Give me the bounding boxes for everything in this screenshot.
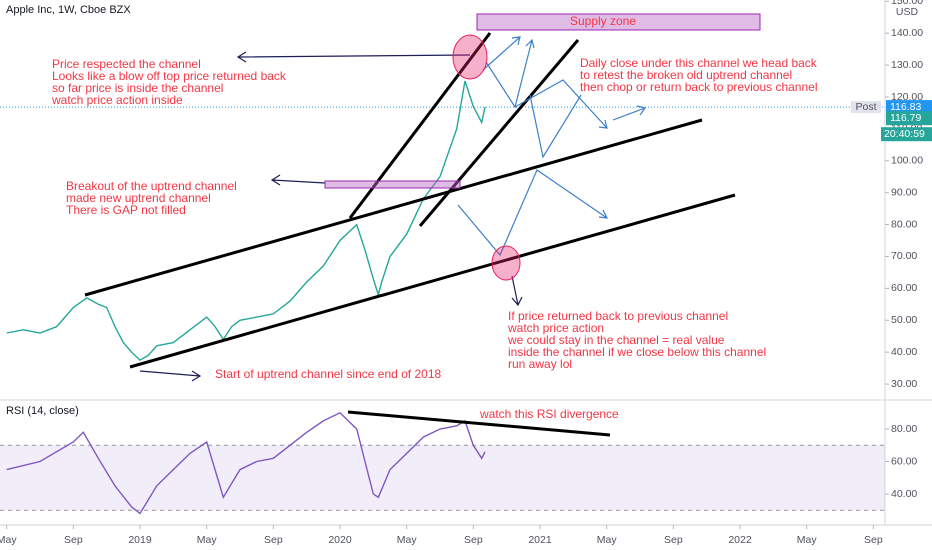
arrow — [612, 105, 647, 121]
countdown-label: 20:40:59 — [884, 128, 925, 140]
arrow-path — [529, 94, 582, 159]
trendline — [418, 39, 580, 227]
x-tick-label: 2019 — [128, 534, 152, 546]
y-tick-label: 140.00 — [891, 27, 923, 39]
y-tick-label: 80.00 — [891, 423, 917, 435]
note: Start of uptrend channel since end of 20… — [215, 367, 441, 381]
note: Breakout of the uptrend channel — [66, 179, 237, 193]
marks — [6, 80, 486, 515]
y-tick-label: 100.00 — [891, 155, 923, 167]
note: watch this RSI divergence — [479, 407, 619, 421]
rsi-band — [0, 445, 885, 511]
note: so far price is inside the channel — [52, 81, 223, 95]
y-tick-label: 40.00 — [891, 488, 917, 500]
note: inside the channel if we close below thi… — [508, 345, 766, 359]
y-tick-label: 50.00 — [891, 314, 917, 326]
supply-zone — [476, 13, 761, 31]
x-tick-label: Sep — [464, 534, 483, 546]
x-tick-label: May — [797, 534, 818, 546]
note: watch price action — [507, 321, 604, 335]
x-tick-label: Sep — [264, 534, 283, 546]
arrow — [511, 275, 523, 307]
y-tick-label: 150.00 — [891, 0, 923, 7]
x-tick-label: 2020 — [328, 534, 352, 546]
session-label: Post — [855, 101, 876, 113]
pointer-arrows — [139, 51, 523, 382]
trendline — [347, 410, 611, 437]
trendlines — [84, 32, 736, 437]
supply-label: Supply zone — [570, 14, 636, 28]
arrow — [236, 51, 471, 63]
trendline — [348, 32, 492, 219]
scenario-arrows — [457, 36, 647, 257]
note: run away lol — [508, 357, 572, 371]
series-line — [6, 411, 486, 515]
trendline — [129, 193, 736, 369]
note: then chop or return back to previous cha… — [580, 80, 817, 94]
y-tick-label: 60.00 — [891, 282, 917, 294]
chart-title: Apple Inc, 1W, Cboe BZX — [6, 4, 131, 16]
y-tick-label: 60.00 — [891, 455, 917, 467]
y-tick-label: 40.00 — [891, 346, 917, 358]
series-line — [6, 80, 486, 361]
y-tick-label: 70.00 — [891, 250, 917, 262]
arrow — [139, 370, 202, 382]
note: watch price action inside — [51, 93, 183, 107]
note: Looks like a blow off top price returned… — [52, 69, 287, 83]
trendline — [84, 118, 703, 297]
x-tick-label: May — [597, 534, 618, 546]
highlight — [491, 245, 521, 281]
close-label: 116.79 — [890, 112, 921, 124]
arrow — [482, 36, 521, 71]
note: to retest the broken old uptrend channel — [580, 68, 792, 82]
note: Daily close under this channel we head b… — [580, 56, 818, 70]
session-box — [851, 101, 881, 114]
pane-backgrounds — [0, 0, 889, 529]
x-tick-label: Sep — [64, 534, 83, 546]
rsi-title: RSI (14, close) — [6, 405, 79, 417]
note: Price respected the channel — [52, 57, 201, 71]
y-tick-label: 120.00 — [891, 91, 923, 103]
note: we could stay in the channel = real valu… — [507, 333, 725, 347]
y-tick-label: 130.00 — [891, 59, 923, 71]
x-tick-label: 2022 — [728, 534, 752, 546]
arrow — [270, 174, 326, 186]
close-box — [886, 111, 932, 126]
note: made new uptrend channel — [66, 191, 211, 205]
price-label: 116.83 — [890, 101, 921, 113]
highlight — [452, 34, 488, 80]
y-tick-label: 30.00 — [891, 378, 917, 390]
currency: USD — [896, 6, 919, 18]
x-tick-label: Sep — [664, 534, 683, 546]
note: There is GAP not filled — [66, 203, 186, 217]
x-tick-label: May — [0, 534, 17, 546]
note: If price returned back to previous chann… — [508, 309, 728, 323]
x-tick-label: May — [397, 534, 418, 546]
x-tick-label: Sep — [864, 534, 883, 546]
arrow — [457, 169, 609, 257]
price-box — [886, 100, 932, 115]
x-tick-label: 2021 — [528, 534, 552, 546]
countdown-box — [881, 127, 932, 142]
y-tick-label: 90.00 — [891, 186, 917, 198]
x-tick-label: May — [197, 534, 218, 546]
y-tick-label: 80.00 — [891, 218, 917, 230]
gap-zone — [324, 180, 461, 189]
